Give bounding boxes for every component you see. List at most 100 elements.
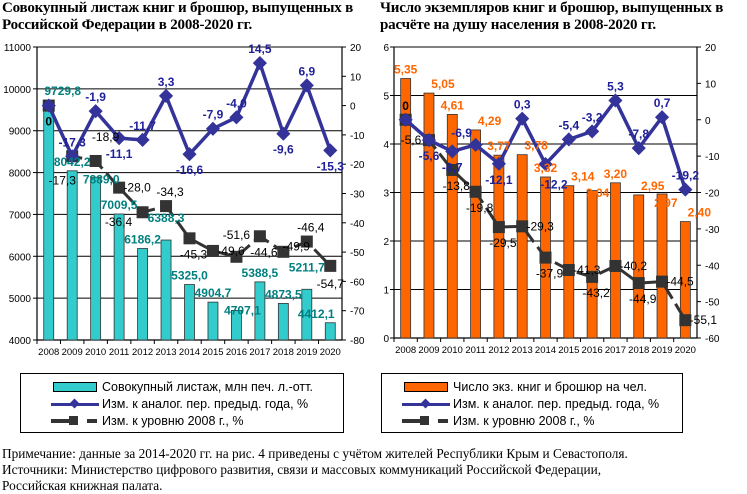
right-axis-tick-label: -40 [350,219,365,230]
x-axis-tick-label: 2016 [582,345,603,356]
x-axis-tick-label: 2010 [85,347,106,358]
base-data-label: -46,4 [297,221,325,235]
base-data-label: -44,9 [629,292,657,306]
x-axis-tick-label: 2013 [512,345,533,356]
bar [470,129,481,339]
x-axis-tick-label: 2008 [38,347,59,358]
marker-2008 [656,275,669,288]
bar [160,239,172,341]
marker-2008 [632,277,645,290]
bar [656,193,668,339]
bar [184,284,195,341]
bar [423,92,435,339]
left-axis-tick-label: 5000 [9,294,32,305]
marker-yoy [252,56,267,71]
marker-yoy [538,157,553,172]
bar [90,176,102,341]
yoy-data-label: -12,1 [485,173,513,187]
base-data-label: -13,8 [443,179,471,193]
bar [207,301,219,341]
yoy-data-label: -19,2 [672,169,700,183]
yoy-data-label: -7,8 [628,127,649,141]
legend-right: Число экз. книг и брошюр на чел. Изм. к … [381,373,683,433]
base-data-label: -34,3 [156,185,184,199]
base-data-label: -19,8 [466,201,494,215]
left-axis-tick-label: 10000 [3,85,31,96]
marker-2008 [446,163,459,176]
left-axis-tick-label: 3 [383,189,389,200]
bar-data-label: 4412,1 [298,307,335,321]
left-axis-tick-label: 1 [383,286,389,297]
right-axis-tick-label: -60 [350,277,365,288]
marker-yoy [445,144,460,159]
marker-2008 [609,259,622,272]
bar-data-label: 7889,0 [83,173,120,187]
x-axis-tick-label: 2020 [675,345,696,356]
left-axis-tick-label: 7000 [9,210,32,221]
base-data-label: -28,0 [123,181,151,195]
bar [137,248,148,341]
yoy-data-label: -6,9 [451,126,472,140]
legend-swatch-yoy [402,396,450,412]
marker-2008 [679,314,692,327]
x-axis-tick-label: 2009 [62,347,83,358]
yoy-data-label: 0 [402,99,409,113]
base-data-label: -37,9 [536,267,564,281]
bar [66,170,78,341]
right-axis-tick-label: 0 [705,116,711,127]
legend-left: Совокупный листаж, млн печ. л.-отт. Изм.… [20,373,344,433]
left-axis-tick-label: 0 [383,334,389,345]
left-axis-tick-label: 4 [383,140,389,151]
yoy-data-label: -4,0 [226,96,247,110]
chart-title-right: Число экземпляров книг и брошюр, выпущен… [380,0,724,33]
bar-data-label: 3,14 [571,170,595,184]
footnote-note: Примечание: данные за 2014-2020 гг. на р… [2,446,628,461]
bar-data-label: 9729,8 [44,84,81,98]
footnote-sources-cont: Российская книжная палата. [2,478,163,493]
bar-data-label: 2,97 [654,196,678,210]
marker-yoy [205,121,221,136]
bar [563,185,575,339]
bar-data-label: 4873,5 [265,287,302,301]
right-axis-tick-label: -20 [705,189,720,200]
legend-label: Изм. к аналог. пер. предыд. года, % [102,397,309,411]
bar [516,154,528,339]
bar-data-label: 2,95 [641,179,665,193]
right-axis-tick-label: -80 [350,336,365,347]
x-axis-tick-label: 2014 [535,345,556,356]
right-axis-tick-label: 20 [350,43,362,54]
marker-yoy [135,132,150,147]
bar-data-label: 6186,2 [124,232,161,246]
bar [301,288,313,341]
bar-data-label: 5325,0 [171,269,208,283]
bar [113,213,125,341]
footnote: Примечание: данные за 2014-2020 гг. на р… [2,446,628,494]
bar-data-label: 4,61 [441,98,465,112]
x-axis-tick-label: 2014 [179,347,200,358]
right-axis-tick-label: -60 [705,334,720,345]
base-data-label: -36,4 [105,215,133,229]
right-axis-tick-label: 10 [350,72,362,83]
right-axis-tick-label: -30 [350,190,365,201]
yoy-data-label: -17,3 [59,135,87,149]
legend-item-2008: Изм. к уровню 2008 г., % [21,413,243,429]
bar-data-label: 8042,2 [54,155,91,169]
legend-swatch-bar [402,379,450,395]
x-axis-tick-label: 2011 [465,345,485,356]
left-axis-tick-label: 8000 [9,169,32,180]
x-axis-tick-label: 2011 [109,347,129,358]
bar-data-label: 3,77 [487,139,511,153]
right-axis-tick-label: 0 [350,102,356,113]
bar-data-label: 5,05 [431,77,455,91]
base-data-label: -40,2 [620,259,648,273]
bar-data-label: 4904,7 [195,286,232,300]
legend-swatch-yoy [51,396,99,412]
yoy-data-label: -9,6 [273,143,294,157]
base-data-label: -29,3 [527,219,555,233]
bar [324,322,336,341]
marker-2008 [492,221,505,234]
marker-2008 [469,185,482,198]
base-data-label: -43,2 [582,286,610,300]
left-axis-tick-label: 5 [383,92,389,103]
